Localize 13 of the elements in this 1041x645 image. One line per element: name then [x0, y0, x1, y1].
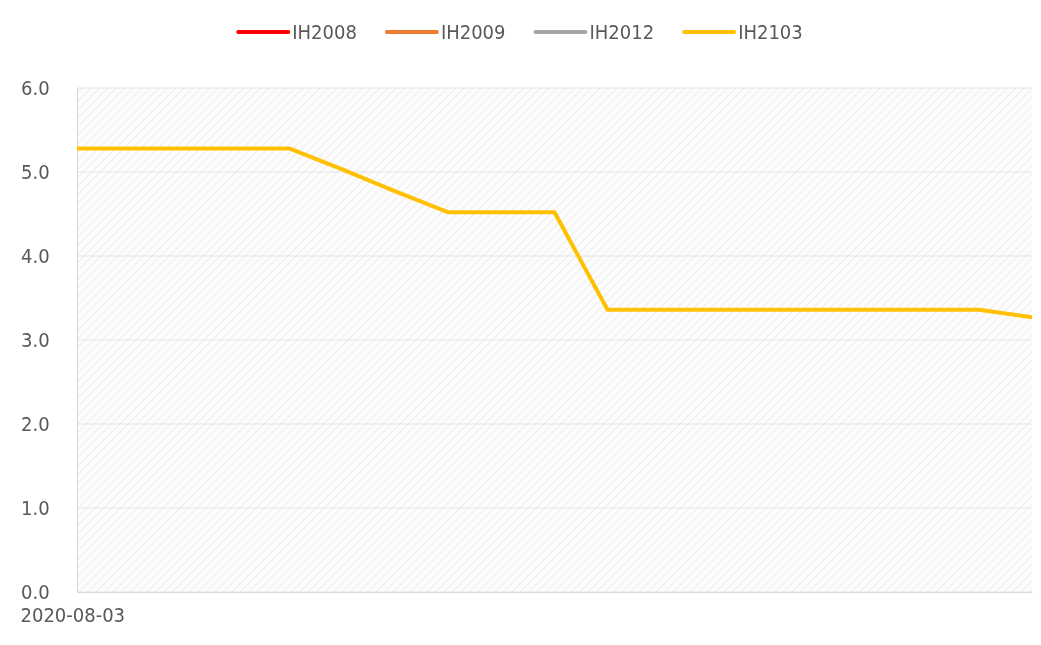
- x-tick-label: 2020-08-03: [20, 603, 126, 627]
- y-tick-label: 1.0: [21, 495, 50, 520]
- legend-label: IH2008: [292, 20, 357, 44]
- legend-label: IH2009: [440, 20, 506, 44]
- line-series: [75, 146, 1034, 320]
- y-tick-label: 0.0: [21, 579, 50, 604]
- y-tick-label: 4.0: [21, 243, 50, 268]
- legend-label: IH2012: [589, 20, 655, 44]
- y-tick-label: 3.0: [21, 327, 50, 352]
- legend-label: IH2103: [738, 20, 803, 44]
- y-tick-label: 2.0: [21, 411, 50, 436]
- y-tick-label: 6.0: [21, 75, 50, 100]
- y-tick-label: 5.0: [21, 159, 50, 184]
